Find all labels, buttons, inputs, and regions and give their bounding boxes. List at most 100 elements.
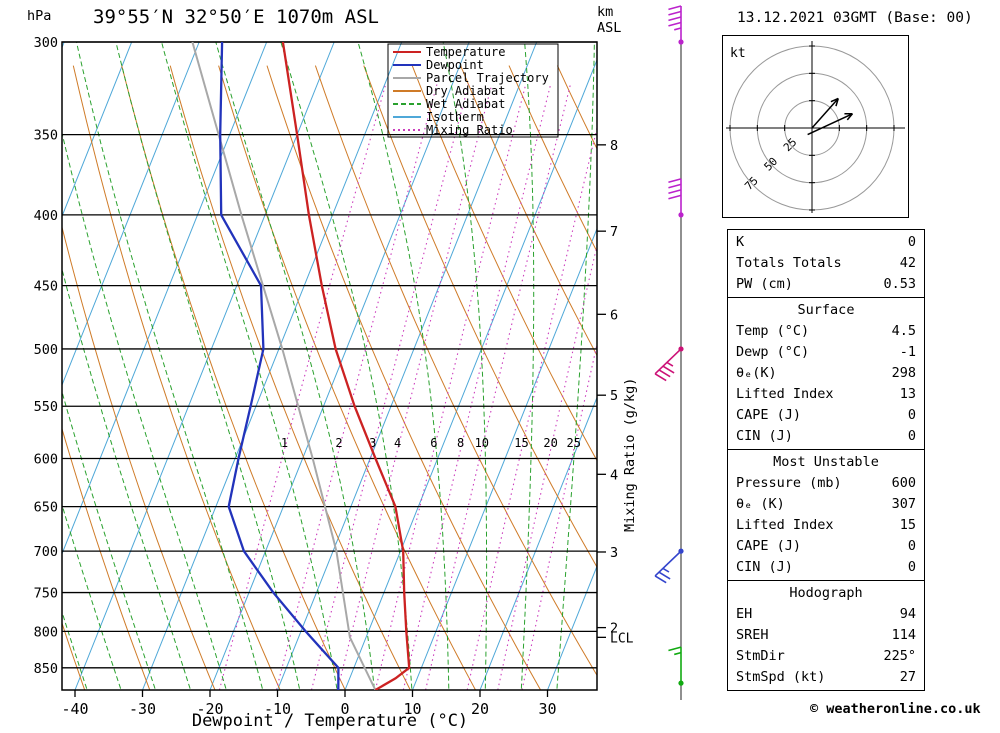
mixing-ratio-value: 3 (369, 436, 376, 450)
legend-label: Mixing Ratio (426, 123, 513, 137)
wind-barb-500 (654, 346, 684, 382)
row-value: 298 (891, 365, 916, 381)
pressure-axis-unit: hPa (27, 8, 52, 24)
table-row: θₑ (K) 307 (728, 494, 924, 515)
row-value: 15 (899, 517, 916, 533)
indices-panel: K 0 Totals Totals 42 PW (cm) 0.53 Surface Temp … (727, 229, 925, 691)
indices-section: Surface Temp (°C) 4.5 Dewp (°C) -1 θₑ(K) 298 Li… (727, 297, 925, 450)
temp-tick-label: 0 (340, 700, 349, 718)
profiles (191, 42, 411, 690)
table-row: Totals Totals 42 (728, 253, 924, 274)
km-tick-label: 8 (610, 138, 618, 154)
row-label: StmDir (736, 648, 785, 664)
section-header: Hodograph (789, 585, 863, 601)
pressure-gridlines (62, 41, 597, 669)
wind-barb-872 (668, 646, 684, 686)
temperature-curve (281, 42, 411, 690)
hodograph-unit-label: kt (730, 46, 746, 61)
pressure-tick-label: 300 (34, 35, 58, 51)
altitude-axis-unit: km ASL (597, 4, 621, 36)
altitude-axis-unit-km: km (597, 4, 614, 20)
temp-tick-label: -30 (129, 700, 156, 718)
row-label: CAPE (J) (736, 407, 802, 423)
lcl-label: LCL (610, 631, 634, 646)
temp-tick-label: 20 (471, 700, 489, 718)
pressure-tick-label: 350 (34, 128, 58, 144)
table-row: CIN (J) 0 (728, 426, 924, 447)
wind-barb-300 (668, 5, 684, 45)
row-label: PW (cm) (736, 276, 793, 292)
row-label: Pressure (mb) (736, 475, 842, 491)
table-row: CAPE (J) 0 (728, 536, 924, 557)
pressure-tick-label: 550 (34, 399, 58, 415)
row-label: Lifted Index (736, 517, 834, 533)
mixing-ratio-value: 15 (514, 436, 528, 450)
temp-tick-label: -20 (196, 700, 223, 718)
skewt-chart: 1 2 3 4 6 8 10 15 20 2530035040045050055060065070… (34, 5, 684, 718)
background-field (62, 42, 597, 690)
pressure-tick-label: 700 (34, 544, 58, 560)
mixing-ratio-axis-label: Mixing Ratio (g/kg) (622, 377, 638, 532)
table-row: PW (cm) 0.53 (728, 274, 924, 295)
row-label: Dewp (°C) (736, 344, 810, 360)
wind-barb-400 (668, 178, 684, 218)
row-value: 114 (891, 627, 916, 643)
temp-tick-label: 10 (403, 700, 421, 718)
table-row: Dewp (°C) -1 (728, 342, 924, 363)
mixing-ratio-lines (218, 84, 597, 690)
legend-label: Dewpoint (426, 58, 484, 72)
row-value: 13 (899, 386, 916, 402)
indices-section: Hodograph EH 94 SREH 114 StmDir 225° StmSpd (kt… (727, 580, 925, 691)
row-label: θₑ(K) (736, 365, 777, 381)
hodograph-frame (722, 35, 909, 218)
row-label: SREH (736, 627, 769, 643)
row-value: 94 (899, 606, 916, 622)
row-value: 0 (907, 559, 916, 575)
dewpoint-curve (219, 42, 340, 690)
row-value: 307 (891, 496, 916, 512)
table-row: SREH 114 (728, 625, 924, 646)
parcel-trajectory-curve (191, 42, 377, 690)
table-row: CAPE (J) 0 (728, 405, 924, 426)
row-label: Totals Totals (736, 255, 842, 271)
pressure-tick-label: 650 (34, 500, 58, 516)
table-row: CIN (J) 0 (728, 557, 924, 578)
row-label: Temp (°C) (736, 323, 810, 339)
pressure-tick-label: 400 (34, 208, 58, 224)
table-row: Pressure (mb) 600 (728, 473, 924, 494)
km-tick-label: 6 (610, 307, 618, 323)
row-value: 225° (883, 648, 916, 664)
mixing-ratio-value: 6 (430, 436, 437, 450)
table-row: StmDir 225° (728, 646, 924, 667)
mixing-ratio-labels: 1 2 3 4 6 8 10 15 20 25 (281, 436, 581, 450)
row-label: StmSpd (kt) (736, 669, 826, 685)
altitude-axis-unit-asl: ASL (597, 20, 622, 36)
row-label: Lifted Index (736, 386, 834, 402)
km-tick-label: 7 (610, 224, 618, 240)
legend-label: Parcel Trajectory (426, 71, 549, 85)
row-value: 0 (907, 407, 916, 423)
isotherms (62, 42, 597, 690)
wind-barb-700 (654, 548, 684, 584)
km-tick-label: 5 (610, 388, 618, 404)
legend-label: Dry Adiabat (426, 84, 505, 98)
pressure-tick-label: 800 (34, 624, 58, 640)
dry-adiabats (62, 65, 597, 690)
table-row: StmSpd (kt) 27 (728, 667, 924, 688)
pressure-tick-label: 500 (34, 342, 58, 358)
temp-tick-label: 30 (538, 700, 556, 718)
row-label: CAPE (J) (736, 538, 802, 554)
hodograph-wind-vector-2 (807, 113, 854, 136)
section-header: Surface (797, 302, 855, 318)
row-value: 0 (907, 428, 916, 444)
wind-barb-column (654, 5, 684, 700)
pressure-tick-label: 600 (34, 452, 58, 468)
mixing-ratio-value: 8 (457, 436, 464, 450)
row-label: EH (736, 606, 753, 622)
hodograph-wind-vector-1 (811, 97, 839, 129)
table-row: Lifted Index 13 (728, 384, 924, 405)
row-value: 600 (891, 475, 916, 491)
